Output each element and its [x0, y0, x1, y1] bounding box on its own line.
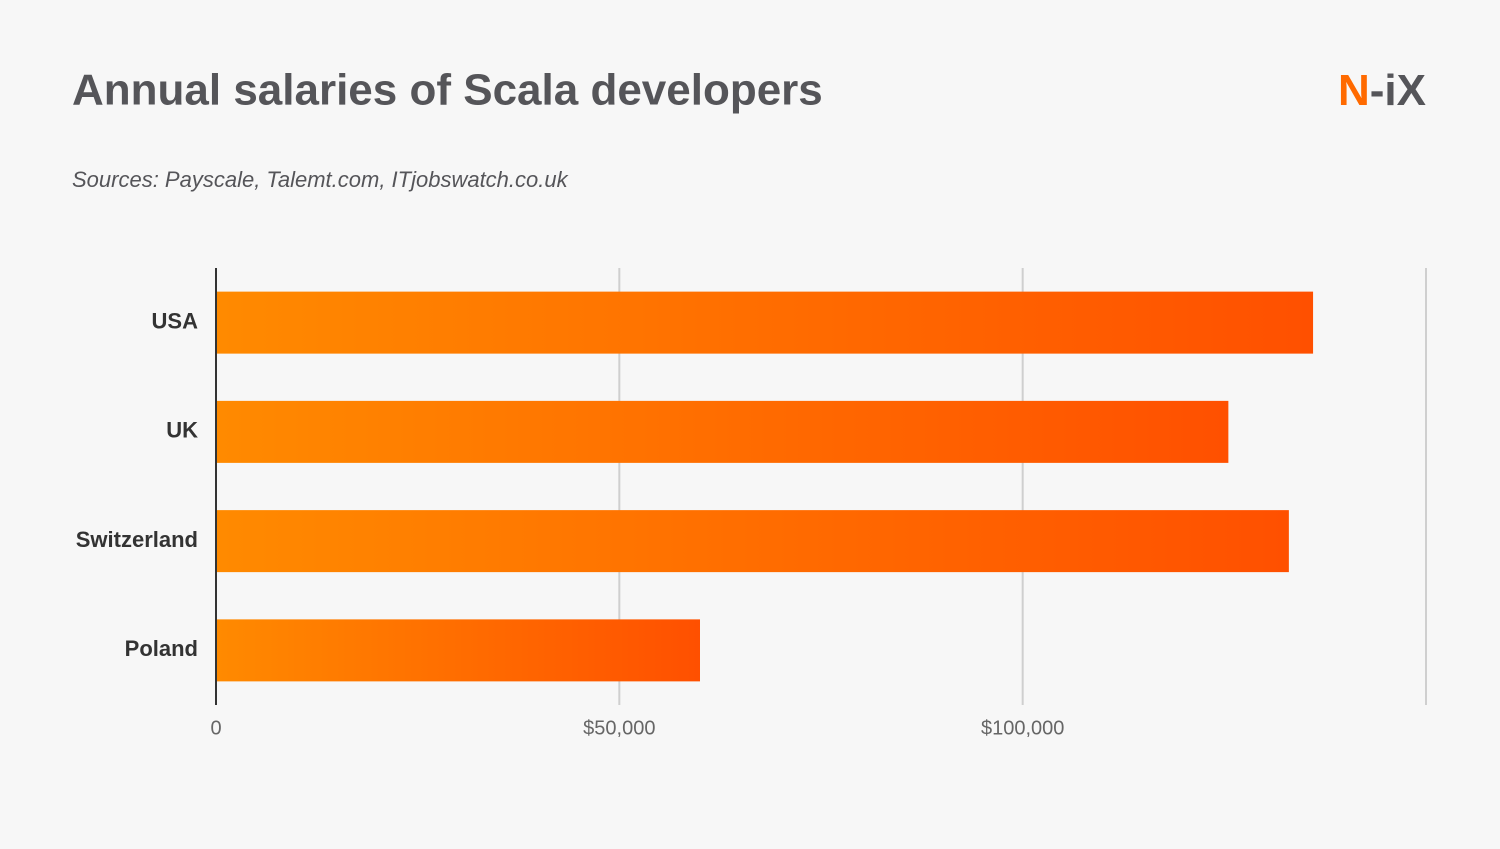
logo: N-iX [1338, 66, 1426, 115]
x-tick-label: $50,000 [583, 717, 655, 739]
y-tick-label: Poland [125, 636, 198, 661]
plot-area: 0 $50,000 $100,000 USA UK Switzerland Poland [76, 268, 1427, 739]
x-tick-label: 0 [210, 717, 221, 739]
logo-rest: -iX [1370, 66, 1426, 115]
bar [216, 291, 1314, 354]
bar [216, 619, 700, 682]
bar [216, 510, 1289, 573]
y-tick-label: Switzerland [76, 527, 198, 552]
chart-subtitle: Sources: Payscale, Talemt.com, ITjobswat… [72, 167, 569, 192]
chart-title: Annual salaries of Scala developers [72, 66, 823, 115]
y-tick-label: UK [166, 418, 198, 443]
x-tick-label: $100,000 [981, 717, 1064, 739]
y-tick-label: USA [152, 308, 199, 333]
logo-accent: N [1338, 66, 1370, 115]
bar [216, 400, 1229, 463]
